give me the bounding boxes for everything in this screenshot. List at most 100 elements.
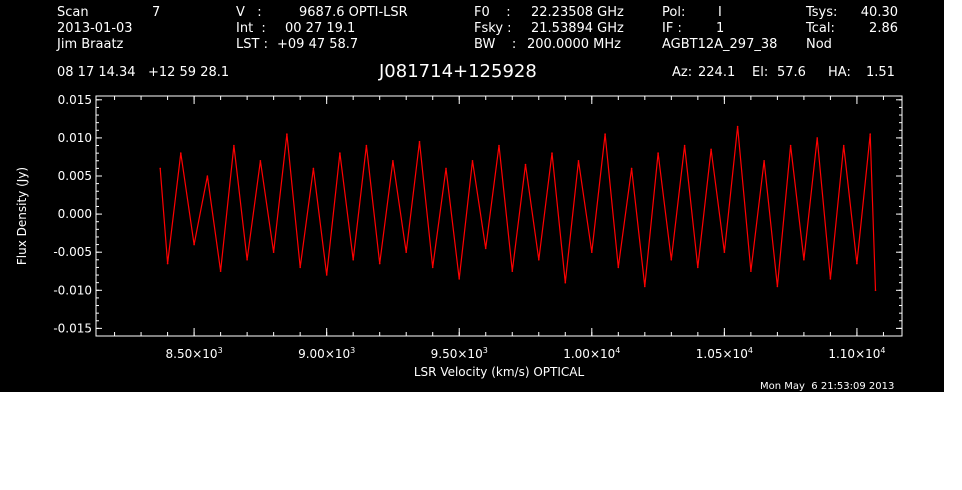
source-title: J081714+125928 [379, 61, 537, 82]
spectrum-data-point [180, 152, 182, 154]
spectrum-data-point [750, 270, 752, 273]
spectrum-data-point [299, 266, 302, 269]
spectrum-data-point [312, 167, 315, 170]
spectrum-data-point [233, 144, 235, 147]
observing-mode: Nod [806, 37, 832, 52]
y-tick-label: 0.000 [58, 207, 92, 221]
hour-angle-label: HA: [828, 65, 851, 80]
x-axis-label: LSR Velocity (km/s) OPTICAL [414, 365, 585, 379]
spectrum-data-point [630, 167, 633, 170]
y-tick-label: -0.010 [53, 283, 92, 297]
spectrum-data-point [471, 160, 474, 162]
polarization-value: I [718, 5, 722, 20]
x-tick-label: 9.50×103 [431, 346, 488, 361]
spectrum-data-point [736, 125, 739, 128]
spectrum-data-point [431, 266, 434, 269]
bandwidth-value: 200.0000 MHz [527, 37, 621, 52]
spectrum-data-point [405, 251, 408, 253]
spectrum-data-point [524, 163, 527, 166]
tcal-value: 2.86 [869, 21, 898, 36]
spectrum-data-point [591, 251, 593, 253]
spectrum-data-point [206, 175, 209, 177]
elevation-label: El: [752, 65, 769, 80]
spectrum-data-point [219, 270, 222, 273]
spectrum-series-line [159, 126, 877, 291]
spectrum-data-point [776, 285, 779, 288]
x-tick-label: 1.10×104 [828, 346, 885, 361]
spectrum-data-point [644, 285, 646, 288]
spectrum-data-point [259, 160, 262, 162]
integration-label: Int : [236, 21, 266, 36]
observation-date: 2013-01-03 [57, 21, 133, 36]
source-coordinates: 08 17 14.34 +12 59 28.1 [57, 65, 230, 80]
spectrum-data-point [723, 251, 726, 253]
spectrum-data-point [484, 247, 487, 250]
spectrum-chart: 0.015 0.010 0.005 0.000 -0.005 -0.010 -0.015 8.… [15, 93, 903, 379]
tsys-label: Tsys: [806, 5, 838, 20]
bandwidth-label: BW : [474, 37, 517, 52]
spectrum-data-point [325, 274, 328, 276]
spectrum-data-point [286, 133, 288, 135]
spectrum-data-point [816, 137, 818, 139]
spectrum-data-point [697, 266, 699, 269]
tcal-label: Tcal: [806, 21, 835, 36]
scan-value: 7 [152, 5, 161, 20]
spectrum-data-point [874, 289, 877, 292]
y-tick-label: 0.010 [58, 131, 92, 145]
spectrum-data-point [193, 243, 195, 246]
y-tick-label: -0.005 [53, 245, 92, 259]
polarization-label: Pol: [662, 5, 686, 20]
spectrum-data-point [551, 152, 553, 154]
x-tick-label: 1.00×104 [563, 346, 620, 361]
f0-value: 22.23508 GHz [531, 5, 624, 20]
velocity-label: V : [236, 5, 262, 20]
spectrum-data-point [564, 281, 567, 284]
azimuth-value: 224.1 [698, 65, 736, 80]
spectrum-data-point [272, 251, 275, 253]
spectrum-data-point [617, 266, 620, 269]
azimuth-label: Az: [672, 65, 693, 80]
spectrum-data-point [378, 262, 381, 265]
spectrum-data-point [458, 278, 461, 280]
spectrum-data-point [763, 160, 765, 162]
spectrum-data-point [803, 259, 805, 261]
spectrum-data-point [829, 278, 832, 280]
f0-label: F0 : [474, 5, 511, 20]
plot-panel: Scan 7 2013-01-03 Jim Braatz V : 9687.6 … [0, 0, 944, 392]
scan-label: Scan [57, 5, 89, 20]
plot-frame [95, 95, 903, 337]
y-tick-label: 0.005 [58, 169, 92, 183]
spectrum-data-point [604, 133, 606, 135]
integration-value: 00 27 19.1 [285, 21, 356, 36]
x-tick-label: 8.50×103 [166, 346, 223, 361]
tsys-value: 40.30 [860, 5, 898, 20]
y-tick-label: 0.015 [58, 93, 92, 107]
spectrum-data-point [856, 262, 858, 265]
spectrum-data-point [166, 262, 169, 265]
spectrum-data-point [246, 259, 248, 261]
spectrum-data-point [365, 144, 368, 147]
spectrum-data-point [657, 152, 659, 154]
spectrum-data-point [577, 160, 580, 162]
spectrum-data-point [418, 140, 421, 143]
spectrum-data-point [789, 144, 792, 147]
if-label: IF : [662, 21, 682, 36]
x-tick-label: 9.00×103 [298, 346, 355, 361]
timestamp: Mon May 6 21:53:09 2013 [760, 381, 895, 392]
fsky-value: 21.53894 GHz [531, 21, 624, 36]
lst-value: +09 47 58.7 [277, 37, 359, 52]
spectrum-data-point [710, 148, 712, 151]
spectrum-data-point [683, 144, 686, 147]
project-id: AGBT12A_297_38 [662, 37, 778, 52]
y-tick-label: -0.015 [53, 321, 92, 335]
spectrum-data-point [339, 152, 341, 154]
spectrum-data-point [159, 167, 161, 170]
spectrum-data-point [445, 167, 447, 170]
hour-angle-value: 1.51 [866, 65, 895, 80]
if-value: 1 [716, 21, 725, 36]
spectrum-data-point [352, 259, 355, 261]
observer-name: Jim Braatz [57, 37, 124, 52]
spectrum-data-point [538, 259, 540, 261]
spectrum-data-point [392, 160, 394, 162]
elevation-value: 57.6 [777, 65, 806, 80]
